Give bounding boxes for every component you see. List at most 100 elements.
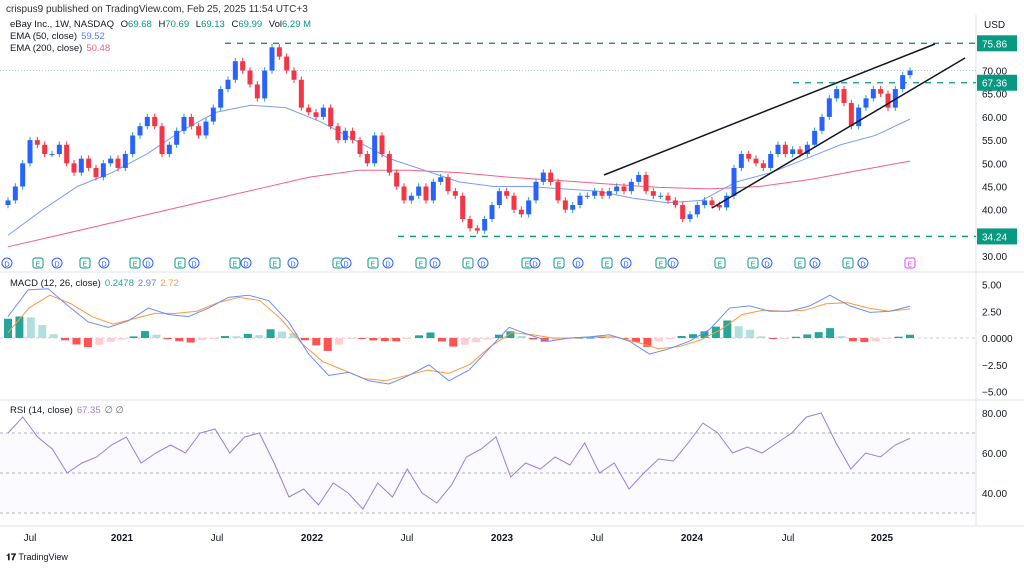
candle bbox=[166, 144, 172, 155]
candle bbox=[115, 158, 121, 168]
macd-tick: 0.0000 bbox=[982, 334, 1013, 345]
macd-histogram-bar bbox=[312, 338, 321, 346]
macd-histogram-bar bbox=[552, 338, 561, 341]
time-tick: Jul bbox=[24, 533, 37, 544]
candle bbox=[790, 149, 796, 155]
candle bbox=[298, 79, 304, 108]
rsi-legend: RSI (14, close) 67.35 ∅ ∅ bbox=[10, 405, 124, 416]
earnings-label: E bbox=[718, 262, 723, 269]
macd-histogram-bar bbox=[734, 326, 743, 338]
dividend-label: D bbox=[575, 262, 580, 269]
high-label: H bbox=[158, 19, 166, 30]
candle bbox=[467, 218, 473, 229]
macd-histogram-bar bbox=[860, 338, 869, 343]
candle bbox=[716, 205, 722, 208]
macd-histogram-bar bbox=[494, 334, 503, 338]
symbol-legend: eBay Inc., 1W, NASDAQ O69.68 H70.69 L69.… bbox=[10, 19, 311, 30]
candle bbox=[408, 195, 414, 201]
candle bbox=[100, 163, 106, 178]
earnings-label: E bbox=[83, 262, 88, 269]
price-tick: 65.00 bbox=[982, 90, 1007, 101]
dividend-icon bbox=[382, 257, 394, 269]
candle bbox=[284, 56, 290, 71]
candle bbox=[78, 158, 84, 173]
candle bbox=[27, 140, 33, 164]
candle bbox=[262, 70, 268, 99]
earnings-icon bbox=[462, 257, 474, 269]
candle bbox=[174, 130, 180, 145]
price-tick: 40.00 bbox=[982, 206, 1007, 217]
candle bbox=[907, 70, 913, 76]
candle bbox=[570, 205, 576, 210]
macd-histogram-bar bbox=[449, 338, 458, 347]
currency-label: USD bbox=[984, 20, 1005, 31]
macd-histogram-bar bbox=[300, 338, 309, 341]
dividend-icon bbox=[667, 257, 679, 269]
candle bbox=[20, 163, 26, 187]
earnings-label: E bbox=[798, 262, 803, 269]
candle bbox=[34, 140, 40, 145]
macd-histogram-bar bbox=[791, 336, 800, 338]
macd-histogram-bar bbox=[380, 338, 389, 342]
candle bbox=[496, 191, 502, 206]
macd-histogram-bar bbox=[700, 331, 709, 338]
candle bbox=[584, 195, 590, 197]
candle bbox=[482, 218, 488, 231]
dividend-label: D bbox=[432, 262, 437, 269]
rsi-label: RSI (14, close) bbox=[10, 405, 73, 416]
macd-histogram-bar bbox=[654, 338, 663, 342]
candle bbox=[540, 172, 546, 182]
candle bbox=[474, 228, 480, 231]
macd-histogram-bar bbox=[152, 334, 161, 338]
candle bbox=[152, 116, 158, 127]
candle bbox=[64, 144, 70, 164]
dividend-label: D bbox=[764, 262, 769, 269]
candle bbox=[562, 200, 568, 210]
macd-histogram-bar bbox=[723, 320, 732, 338]
macd-tick: −2.50 bbox=[982, 361, 1008, 372]
rsi-tick: 80.00 bbox=[982, 409, 1007, 420]
candle bbox=[159, 126, 165, 155]
dividend-label: D bbox=[623, 262, 628, 269]
macd-histogram-bar bbox=[15, 316, 24, 338]
macd-histogram-bar bbox=[369, 338, 378, 341]
macd-histogram-bar bbox=[906, 334, 914, 338]
price-tick: 30.00 bbox=[982, 252, 1007, 263]
candle bbox=[460, 195, 466, 219]
ema50-label: EMA (50, close) bbox=[10, 31, 78, 42]
tv-logo-text: TradingView bbox=[18, 552, 68, 562]
macd-value: 2.97 bbox=[137, 278, 157, 289]
candle bbox=[401, 186, 407, 201]
earnings-icon bbox=[79, 257, 91, 269]
price-tag bbox=[977, 35, 1017, 52]
earnings-icon bbox=[655, 257, 667, 269]
candle bbox=[218, 89, 224, 108]
candle bbox=[504, 191, 510, 196]
price-tick: 55.00 bbox=[982, 136, 1007, 147]
tv-logo-icon: 𝟏𝟕 bbox=[6, 552, 17, 562]
dividend-icon bbox=[429, 257, 441, 269]
time-tick: 2024 bbox=[681, 533, 704, 544]
candle bbox=[643, 174, 649, 192]
candle bbox=[328, 107, 334, 127]
tradingview-logo[interactable]: 𝟏𝟕 TradingView bbox=[6, 552, 68, 563]
candle bbox=[364, 154, 370, 164]
macd-histogram-bar bbox=[517, 336, 526, 338]
macd-histogram-bar bbox=[163, 338, 172, 340]
candle bbox=[232, 61, 238, 80]
open-value: 69.68 bbox=[128, 19, 152, 30]
earnings-label: E bbox=[525, 262, 530, 269]
candle bbox=[320, 107, 326, 117]
candle bbox=[452, 191, 458, 196]
macd-histogram-bar bbox=[255, 335, 264, 338]
low-value: 69.13 bbox=[201, 19, 225, 30]
candle bbox=[892, 89, 898, 108]
macd-histogram-bar bbox=[483, 338, 492, 340]
earnings-icon bbox=[174, 257, 186, 269]
candle bbox=[709, 200, 715, 206]
macd-histogram-bar bbox=[198, 338, 207, 340]
candle bbox=[804, 144, 810, 155]
macd-histogram-bar bbox=[220, 336, 229, 338]
earnings-icon bbox=[553, 257, 565, 269]
